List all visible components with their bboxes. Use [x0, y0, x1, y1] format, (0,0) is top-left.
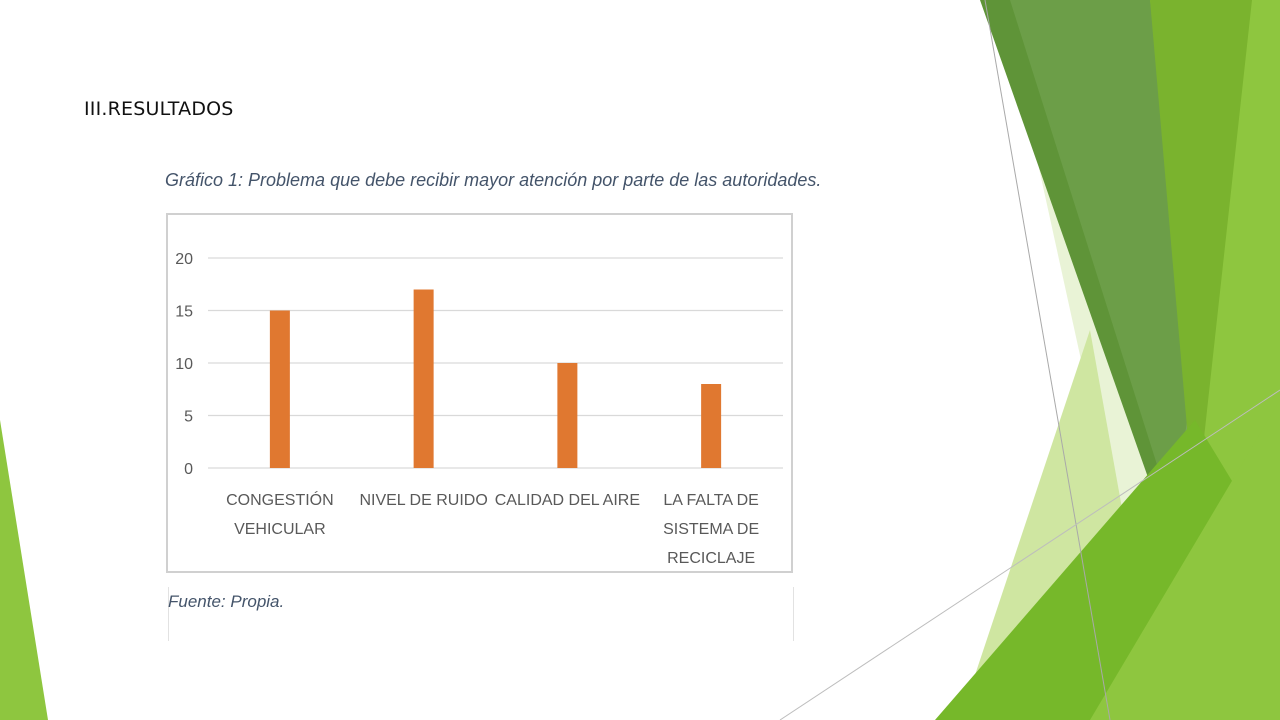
deco-thin-line-1: [984, 0, 1111, 720]
y-tick-label: 10: [175, 356, 193, 373]
y-tick-label: 20: [175, 251, 193, 268]
x-category-label: RECICLAJE: [667, 550, 755, 567]
y-tick-label: 15: [175, 304, 193, 321]
y-tick-label: 5: [184, 409, 193, 426]
x-category-label: CONGESTIÓN: [226, 490, 334, 509]
bar: [413, 289, 434, 468]
deco-thin-line-2: [779, 389, 1280, 720]
x-category-label: NIVEL DE RUIDO: [359, 492, 487, 509]
source-box: [168, 587, 794, 641]
bar: [701, 384, 722, 468]
slide-heading: III.RESULTADOS: [84, 98, 234, 120]
deco-left-strip: [0, 420, 48, 720]
chart-title: Gráfico 1: Problema que debe recibir may…: [165, 170, 822, 190]
y-tick-label: 0: [184, 461, 193, 478]
bar: [557, 363, 578, 468]
x-category-label: LA FALTA DE: [663, 492, 758, 509]
source-note: Fuente: Propia.: [168, 592, 285, 611]
deco-mid-band: [1150, 0, 1252, 520]
bar: [269, 310, 290, 468]
x-category-label: VEHICULAR: [234, 521, 326, 538]
x-category-label: SISTEMA DE: [663, 521, 759, 538]
x-category-label: CALIDAD DEL AIRE: [495, 492, 640, 509]
deco-lower-bright: [1090, 400, 1280, 720]
deco-olive-shard: [1010, 0, 1210, 490]
bar-chart: 0 5 10 15 20 CONGESTIÓN VEHICULAR NIVEL DE RUID…: [175, 251, 783, 567]
